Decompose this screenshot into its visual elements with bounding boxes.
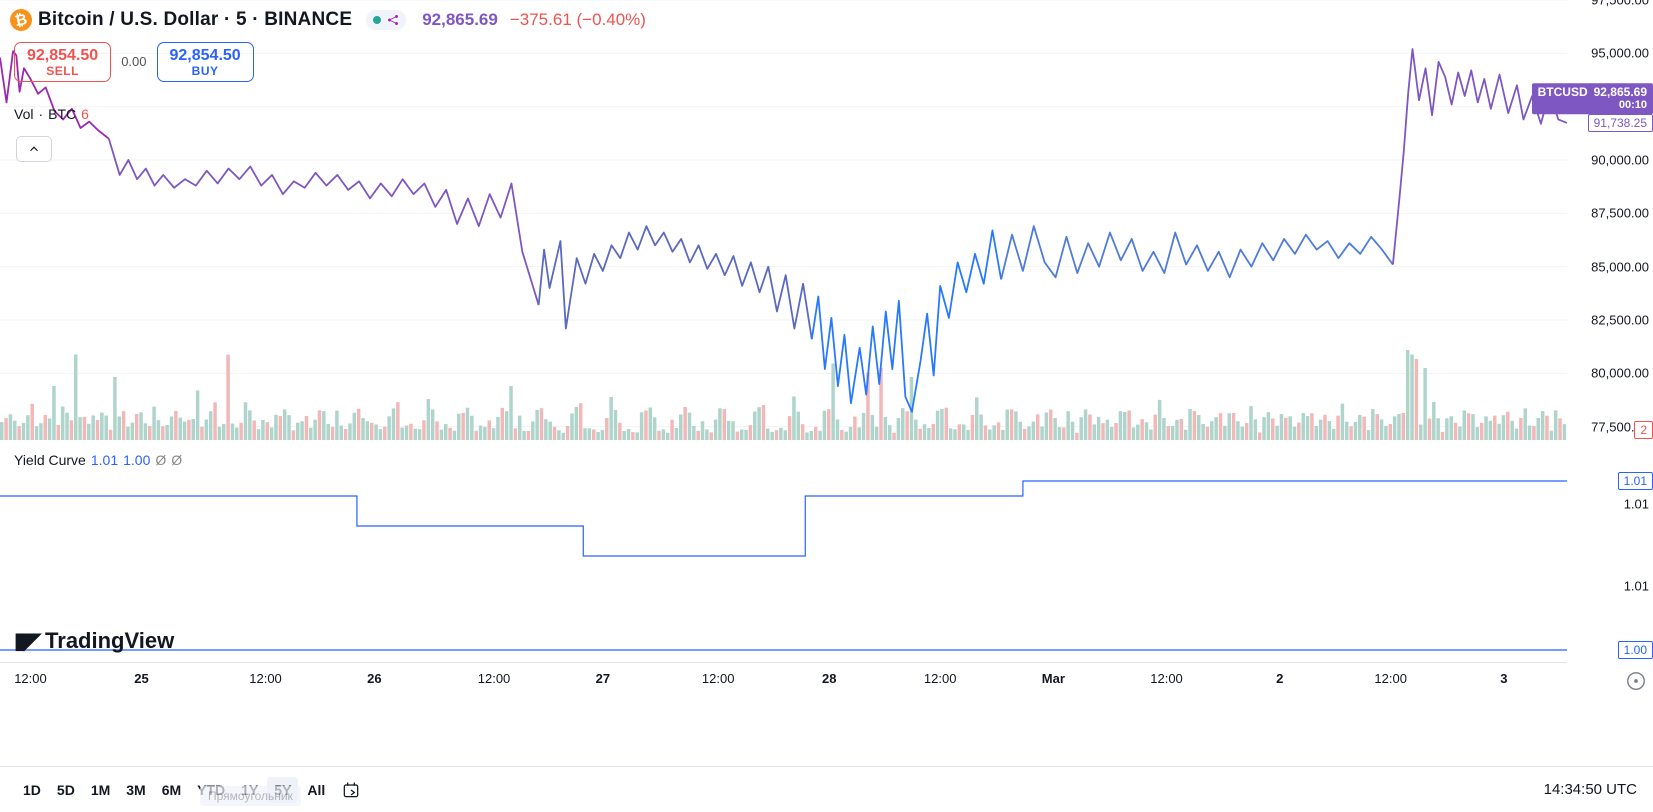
yield-v1: 1.01 bbox=[91, 452, 118, 468]
vol-value: 6 bbox=[81, 106, 89, 122]
time-tick: 12:00 bbox=[1374, 671, 1407, 686]
btc-icon: ₿ bbox=[8, 7, 34, 33]
tooltip-hint: Прямоугольник bbox=[200, 786, 301, 806]
yield-v3: Ø bbox=[155, 452, 166, 468]
time-tick: 27 bbox=[596, 671, 610, 686]
yield-v4: Ø bbox=[171, 452, 182, 468]
yield-ytick: 1.01 bbox=[1624, 496, 1649, 511]
calendar-goto-icon bbox=[341, 780, 361, 800]
time-tick: Mar bbox=[1042, 671, 1065, 686]
yield-ytick: 1.01 bbox=[1624, 579, 1649, 594]
volume-indicator-row[interactable]: Vol · BTC 6 bbox=[14, 106, 89, 122]
status-dot-icon bbox=[373, 16, 381, 24]
time-tick: 12:00 bbox=[924, 671, 957, 686]
yield-label: Yield Curve bbox=[14, 452, 86, 468]
price-ytick: 87,500.00 bbox=[1591, 206, 1649, 221]
time-tick: 12:00 bbox=[478, 671, 511, 686]
header-indicators-pill[interactable] bbox=[366, 10, 406, 30]
time-axis[interactable]: 12:00 25 12:00 26 12:00 27 12:00 28 12:00 Mar 12:0… bbox=[0, 662, 1567, 698]
time-tick: 26 bbox=[367, 671, 381, 686]
time-tick: 28 bbox=[822, 671, 836, 686]
price-ytick: 97,500.00 bbox=[1591, 0, 1649, 8]
buy-price: 92,854.50 bbox=[170, 47, 241, 65]
time-tick: 3 bbox=[1500, 671, 1507, 686]
range-1d[interactable]: 1D bbox=[16, 777, 48, 803]
tradingview-logo[interactable]: ▮◤ TradingView bbox=[14, 628, 174, 654]
range-1m[interactable]: 1M bbox=[84, 777, 117, 803]
collapse-button[interactable] bbox=[16, 136, 52, 162]
calendar-button[interactable] bbox=[338, 777, 364, 803]
current-price-tag: BTCUSD92,865.6900:10 bbox=[1532, 83, 1653, 115]
sell-buy-row: 92,854.50 SELL 0.00 92,854.50 BUY bbox=[14, 42, 254, 82]
time-tick: 12:00 bbox=[1150, 671, 1183, 686]
time-tick: 2 bbox=[1276, 671, 1283, 686]
spread-value: 0.00 bbox=[121, 54, 146, 69]
dot-separator: · bbox=[38, 106, 43, 122]
range-all[interactable]: All bbox=[300, 777, 332, 803]
vol-value-tag: 2 bbox=[1634, 421, 1653, 439]
price-y-axis[interactable]: 97,500.0095,000.0092,500.0090,000.0087,5… bbox=[1567, 0, 1653, 448]
range-5d[interactable]: 5D bbox=[50, 777, 82, 803]
tv-glyph-icon: ▮◤ bbox=[14, 628, 39, 654]
price-ytick: 85,000.00 bbox=[1591, 259, 1649, 274]
close-price-tag: 91,738.25 bbox=[1588, 114, 1653, 132]
symbol-title[interactable]: Bitcoin / U.S. Dollar · 5 · BINANCE bbox=[38, 9, 352, 31]
range-6m[interactable]: 6M bbox=[155, 777, 188, 803]
yield-v2: 1.00 bbox=[123, 452, 150, 468]
time-tick: 12:00 bbox=[249, 671, 282, 686]
yield-curve-pane[interactable] bbox=[0, 448, 1567, 658]
sell-price: 92,854.50 bbox=[27, 47, 98, 65]
vol-label: Vol bbox=[14, 106, 33, 122]
time-tick: 12:00 bbox=[14, 671, 47, 686]
last-price: 92,865.69 bbox=[422, 10, 498, 30]
time-tick: 25 bbox=[134, 671, 148, 686]
sell-button[interactable]: 92,854.50 SELL bbox=[14, 42, 111, 82]
buy-label: BUY bbox=[170, 65, 241, 78]
yield-indicator-row[interactable]: Yield Curve 1.01 1.00 Ø Ø bbox=[14, 452, 182, 468]
sell-label: SELL bbox=[27, 65, 98, 78]
price-change: −375.61 (−0.40%) bbox=[510, 10, 646, 30]
range-3m[interactable]: 3M bbox=[119, 777, 152, 803]
price-ytick: 80,000.00 bbox=[1591, 366, 1649, 381]
brand-text: TradingView bbox=[45, 628, 174, 654]
buy-button[interactable]: 92,854.50 BUY bbox=[157, 42, 254, 82]
price-ytick: 82,500.00 bbox=[1591, 313, 1649, 328]
yield-top-tag: 1.01 bbox=[1618, 472, 1653, 490]
chevron-up-icon bbox=[27, 142, 41, 156]
goto-date-icon[interactable] bbox=[1625, 670, 1647, 692]
price-ytick: 95,000.00 bbox=[1591, 46, 1649, 61]
clock[interactable]: 14:34:50 UTC bbox=[1544, 781, 1637, 798]
vol-unit: BTC bbox=[48, 106, 76, 122]
price-ytick: 90,000.00 bbox=[1591, 153, 1649, 168]
share-icon bbox=[386, 13, 400, 27]
time-tick: 12:00 bbox=[702, 671, 735, 686]
chart-header: ₿ Bitcoin / U.S. Dollar · 5 · BINANCE 92… bbox=[10, 6, 646, 34]
yield-y-axis[interactable]: 1.01 1.01 1.01 1.00 bbox=[1567, 448, 1653, 658]
yield-bot-tag: 1.00 bbox=[1618, 641, 1653, 659]
